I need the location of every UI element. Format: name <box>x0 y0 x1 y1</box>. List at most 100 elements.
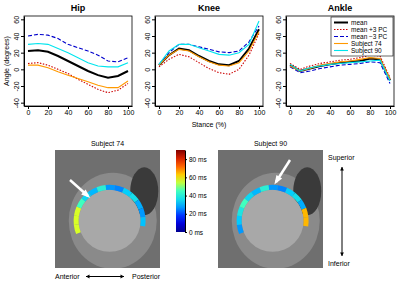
y-tick-mark <box>283 53 286 54</box>
panel-title: Hip <box>71 3 86 13</box>
y-tick-mark <box>152 103 155 104</box>
series-line <box>159 26 259 64</box>
x-tick: 60 <box>85 106 93 116</box>
x-tick-label: 80 <box>367 109 375 116</box>
colorbar-tick: 0 ms <box>185 229 204 236</box>
y-tick: 60 <box>144 16 155 24</box>
colorbar-tick-mark <box>185 196 187 197</box>
y-tick-label: 0 <box>13 68 20 72</box>
y-tick: 20 <box>144 49 155 57</box>
x-axis-title: Stance (%) <box>192 121 227 129</box>
legend-swatch <box>334 22 348 24</box>
x-tick: 100 <box>254 106 266 116</box>
colorbar-tick-label: 60 ms <box>189 174 207 181</box>
y-tick-mark <box>283 103 286 104</box>
y-tick: -20 <box>275 81 286 91</box>
x-tick-label: 0 <box>289 109 293 116</box>
plot-frame <box>24 16 132 106</box>
cartilage-segment <box>139 208 146 218</box>
x-tick-label: 100 <box>123 109 135 116</box>
image-title: Subject 90 <box>254 140 287 148</box>
x-axis: 020406080100 <box>156 106 266 116</box>
orientation-arrowhead <box>86 275 90 279</box>
x-tick-label: 100 <box>385 109 397 116</box>
legend-label: mean +3 PC <box>351 26 388 33</box>
x-tick-label: 0 <box>27 109 31 116</box>
cartilage-segment <box>302 208 309 218</box>
x-tick-label: 60 <box>347 109 355 116</box>
colorbar-tick-label: 20 ms <box>189 210 207 217</box>
legend-swatch <box>334 36 348 37</box>
orientation-label: Posterior <box>132 273 161 280</box>
legend-swatch <box>334 43 348 44</box>
y-tick: -40 <box>13 98 24 108</box>
colorbar-axis-line <box>185 151 186 233</box>
orientation-label: Superior <box>328 154 355 162</box>
colorbar-tick: 60 ms <box>185 174 207 181</box>
y-tick-label: -40 <box>13 98 20 108</box>
y-tick-mark <box>152 86 155 87</box>
cartilage-segment <box>237 215 242 224</box>
y-tick: 40 <box>13 33 24 41</box>
y-tick: -40 <box>275 98 286 108</box>
cartilage-segment <box>251 187 261 196</box>
y-tick: 20 <box>13 49 24 57</box>
legend-label: Subject 90 <box>351 47 382 55</box>
y-tick-label: -40 <box>275 98 282 108</box>
arrow-head <box>81 189 90 198</box>
y-tick-label: 0 <box>144 68 151 72</box>
image-panel: Subject 74 <box>55 140 160 269</box>
series-line <box>159 34 259 75</box>
colorbar-axis: 0 ms 20 ms 40 ms 60 ms 80 ms <box>185 151 207 236</box>
y-tick: -20 <box>144 81 155 91</box>
y-tick-label: -20 <box>144 81 151 91</box>
y-tick-mark <box>21 36 24 37</box>
lines <box>290 55 390 83</box>
y-tick: 0 <box>275 68 286 72</box>
x-tick: 80 <box>367 106 375 116</box>
femoral-head <box>79 190 141 252</box>
y-axis-title: Angle (degrees) <box>3 36 11 86</box>
y-axis: -40-200204060 <box>13 16 25 108</box>
y-tick-mark <box>21 53 24 54</box>
x-tick-label: 20 <box>45 109 53 116</box>
y-axis: -40-200204060 <box>275 16 287 108</box>
arrow-head <box>274 175 282 185</box>
x-tick-label: 60 <box>85 109 93 116</box>
series-line <box>290 62 390 84</box>
cartilage-segment <box>269 185 278 190</box>
y-tick-mark <box>152 53 155 54</box>
colorbar-tick-mark <box>185 214 187 215</box>
y-tick: 0 <box>144 68 155 72</box>
lines <box>159 21 259 74</box>
plot-frame <box>155 16 263 106</box>
series-line <box>159 21 259 64</box>
orientation-arrow <box>342 167 343 256</box>
y-tick-mark <box>21 69 24 70</box>
colorbar-tick-label: 80 ms <box>189 156 207 163</box>
y-tick-mark <box>283 36 286 37</box>
x-tick: 0 <box>27 106 31 116</box>
cartilage-segment <box>106 185 115 190</box>
x-axis: 020406080100 <box>25 106 135 116</box>
y-tick: -20 <box>13 81 24 91</box>
colorbar-tick-label: 40 ms <box>189 192 207 199</box>
x-tick: 20 <box>176 106 184 116</box>
y-tick: 40 <box>275 33 286 41</box>
panel: 020406080100-40-200204060KneeStance (%) <box>144 3 265 129</box>
y-tick-mark <box>283 86 286 87</box>
y-tick-mark <box>152 69 155 70</box>
y-tick-mark <box>21 86 24 87</box>
orientation-label: Inferior <box>328 260 350 267</box>
y-tick-label: 20 <box>144 49 151 57</box>
cartilage-segment <box>237 224 244 234</box>
x-tick: 100 <box>123 106 135 116</box>
x-tick: 0 <box>158 106 162 116</box>
x-tick: 0 <box>289 106 293 116</box>
cartilage-segment <box>74 224 81 234</box>
panel-title: Ankle <box>328 3 353 13</box>
y-tick-mark <box>152 36 155 37</box>
y-tick-label: 20 <box>275 49 282 57</box>
cartilage-segment <box>135 200 144 210</box>
series-line <box>28 44 128 67</box>
